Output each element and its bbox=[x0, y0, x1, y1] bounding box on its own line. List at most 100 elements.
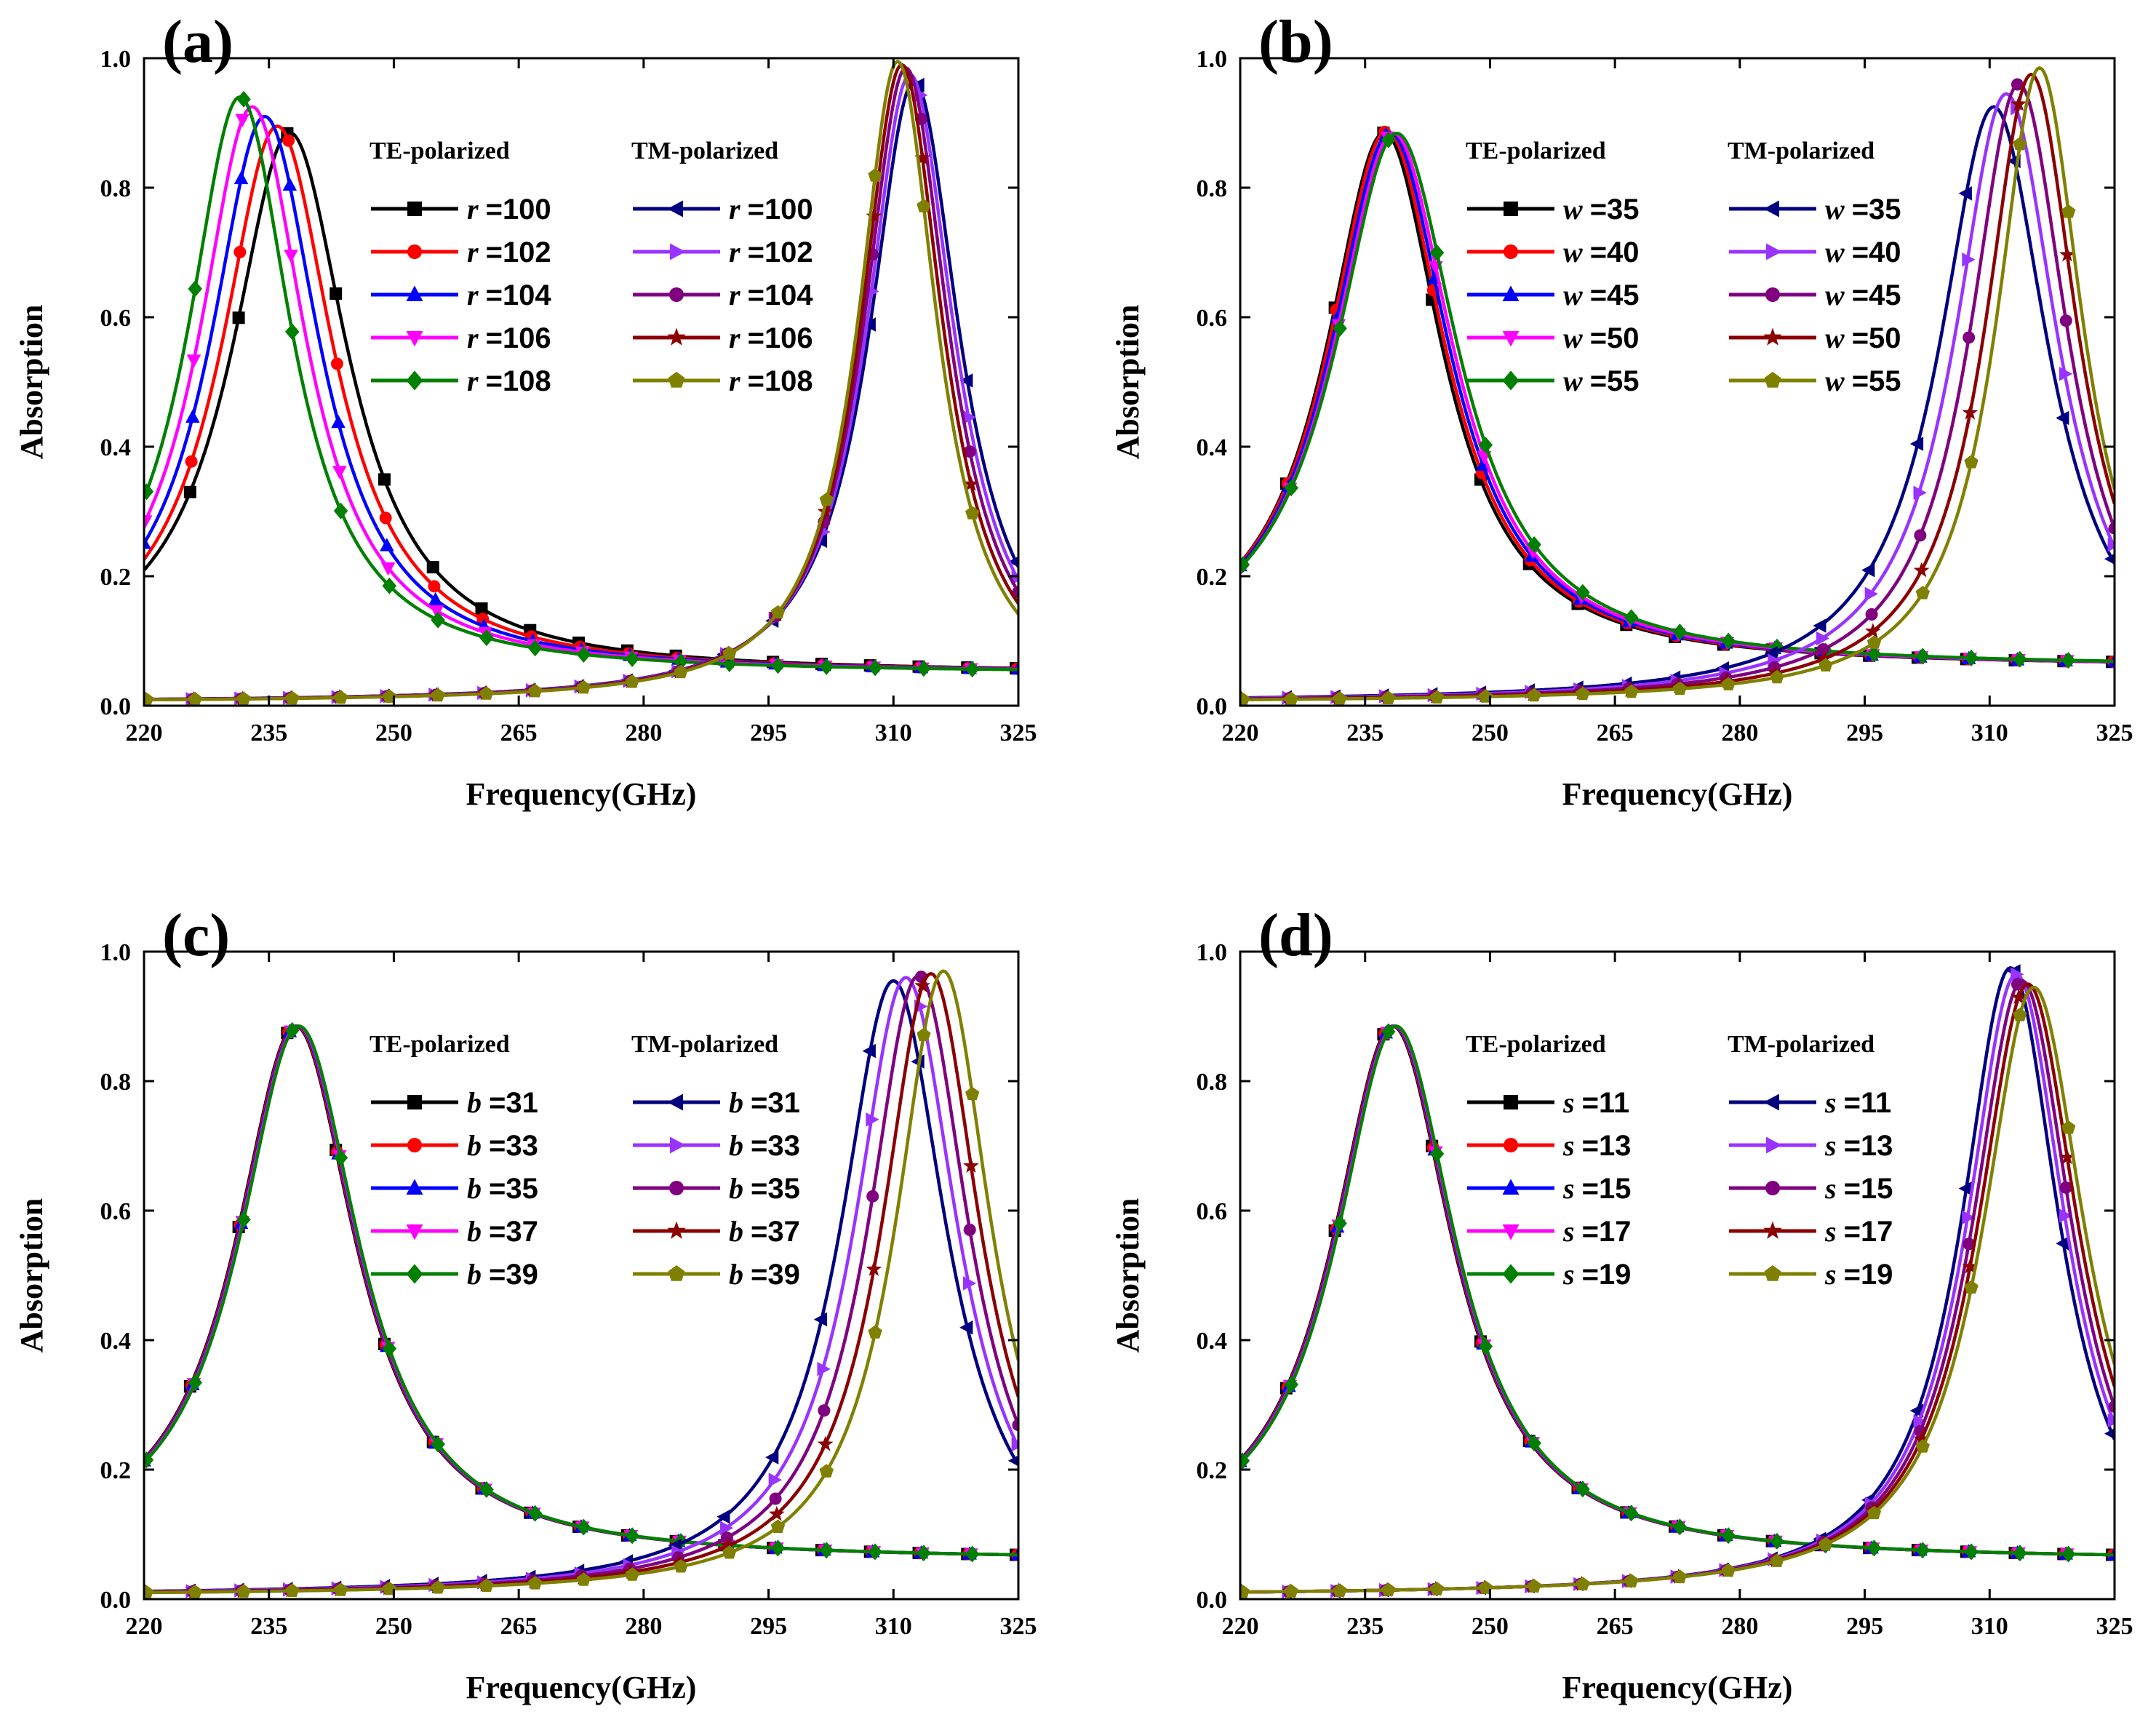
x-tick-label: 235 bbox=[250, 720, 287, 746]
data-point bbox=[382, 1340, 397, 1358]
legend-entry-label: s =13 bbox=[1562, 1129, 1631, 1162]
data-point bbox=[965, 506, 980, 519]
legend-marker bbox=[407, 244, 422, 259]
data-point bbox=[1816, 631, 1830, 646]
data-point bbox=[2011, 95, 2027, 111]
y-tick-label: 0.2 bbox=[100, 564, 132, 591]
data-point bbox=[332, 466, 347, 479]
data-point bbox=[144, 535, 151, 549]
data-point bbox=[188, 1585, 202, 1598]
data-point bbox=[1011, 1437, 1018, 1452]
x-axis-title: Frequency(GHz) bbox=[466, 776, 697, 812]
y-tick-label: 0.4 bbox=[1197, 1328, 1228, 1355]
series-group bbox=[1240, 964, 2115, 1599]
data-point bbox=[914, 977, 931, 993]
legend-marker bbox=[407, 202, 422, 216]
legend-entry-label: w =35 bbox=[1563, 193, 1640, 226]
data-point bbox=[1915, 648, 1931, 665]
data-point bbox=[144, 515, 153, 529]
x-tick-label: 325 bbox=[2096, 720, 2133, 746]
x-tick-label: 295 bbox=[1846, 720, 1883, 746]
data-point bbox=[2011, 967, 2024, 981]
data-point bbox=[1963, 331, 1976, 344]
data-point bbox=[817, 1435, 834, 1451]
y-tick-label: 0.0 bbox=[100, 693, 132, 720]
x-tick-label: 295 bbox=[750, 720, 787, 746]
data-point bbox=[188, 692, 202, 706]
data-point bbox=[479, 686, 494, 700]
data-point bbox=[959, 1320, 973, 1335]
data-point bbox=[2013, 1008, 2027, 1021]
legend-marker bbox=[670, 243, 686, 260]
legend-marker bbox=[1765, 1181, 1780, 1195]
legend-entry-label: s =19 bbox=[1824, 1258, 1893, 1291]
legend-entry-label: b =39 bbox=[467, 1258, 538, 1291]
legend-marker bbox=[406, 1224, 423, 1240]
data-point bbox=[284, 250, 298, 263]
x-tick-label: 325 bbox=[1000, 720, 1037, 746]
data-point bbox=[576, 1518, 591, 1536]
data-point bbox=[770, 605, 786, 619]
data-point bbox=[963, 1223, 976, 1236]
x-tick-label: 265 bbox=[1597, 1613, 1634, 1640]
data-point bbox=[426, 561, 439, 574]
data-point bbox=[962, 410, 977, 425]
legend-marker bbox=[1504, 1095, 1518, 1109]
data-point bbox=[429, 605, 444, 619]
legend-entry-label: b =35 bbox=[729, 1172, 800, 1205]
data-point bbox=[1429, 1145, 1445, 1163]
data-point bbox=[1240, 1585, 1250, 1598]
series-line bbox=[144, 63, 1018, 702]
data-point bbox=[625, 1527, 639, 1545]
data-point bbox=[819, 1464, 834, 1478]
data-point bbox=[479, 1578, 494, 1592]
legend-marker bbox=[1504, 1138, 1518, 1152]
data-point bbox=[1381, 1582, 1396, 1596]
y-tick-label: 0.0 bbox=[100, 1587, 132, 1614]
data-point bbox=[917, 199, 931, 212]
y-tick-label: 0.4 bbox=[100, 1328, 132, 1355]
y-axis-title: Absorption bbox=[14, 305, 49, 460]
y-tick-label: 0.0 bbox=[1197, 1587, 1228, 1614]
data-point bbox=[285, 1021, 300, 1039]
x-tick-label: 220 bbox=[1222, 720, 1259, 746]
data-point bbox=[1624, 684, 1639, 698]
data-point bbox=[1770, 669, 1784, 684]
data-point bbox=[1478, 1338, 1493, 1355]
data-point bbox=[1963, 1238, 1976, 1251]
x-tick-label: 220 bbox=[126, 720, 163, 746]
data-point bbox=[2011, 78, 2024, 91]
data-point bbox=[1914, 529, 1927, 542]
data-point bbox=[818, 1404, 831, 1417]
data-point bbox=[236, 1211, 251, 1228]
data-point bbox=[1672, 624, 1688, 641]
data-point bbox=[1284, 1584, 1298, 1598]
x-tick-label: 250 bbox=[1472, 1613, 1509, 1640]
data-point bbox=[183, 485, 196, 498]
legend-marker bbox=[1766, 1136, 1782, 1154]
data-point bbox=[1624, 609, 1639, 626]
data-point bbox=[144, 692, 154, 706]
legend-marker bbox=[667, 1221, 686, 1239]
data-point bbox=[285, 323, 300, 340]
data-point bbox=[1962, 404, 1979, 420]
legend-group-title: TE-polarized bbox=[370, 138, 510, 164]
data-point bbox=[527, 1505, 543, 1522]
y-tick-label: 0.6 bbox=[1197, 305, 1228, 332]
legend-entry-label: w =40 bbox=[1825, 236, 1901, 268]
data-point bbox=[962, 1276, 977, 1291]
data-point bbox=[1624, 1505, 1639, 1522]
legend-marker bbox=[669, 287, 684, 302]
y-tick-label: 1.0 bbox=[1197, 46, 1228, 73]
data-point bbox=[1333, 319, 1347, 337]
data-point bbox=[1429, 244, 1445, 261]
data-point bbox=[144, 483, 154, 501]
x-tick-label: 310 bbox=[875, 1613, 912, 1640]
legend-marker bbox=[669, 1181, 684, 1195]
x-tick-label: 325 bbox=[2096, 1613, 2133, 1640]
data-point bbox=[333, 690, 348, 704]
data-point bbox=[914, 149, 931, 165]
legend-marker bbox=[406, 1179, 423, 1195]
data-point bbox=[768, 1473, 782, 1487]
